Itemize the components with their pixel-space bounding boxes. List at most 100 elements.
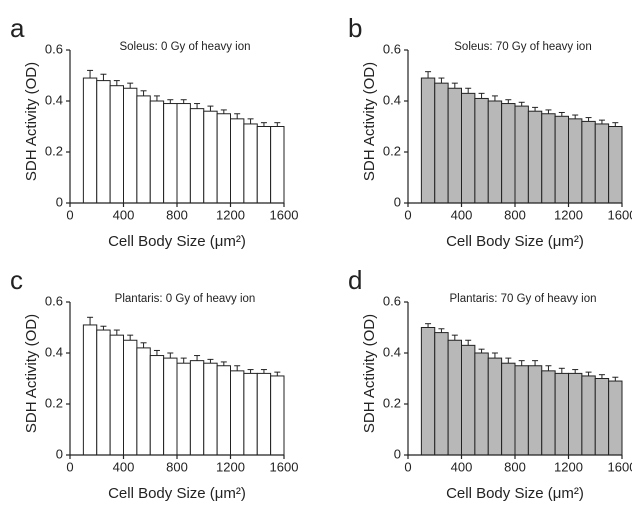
bar	[109, 85, 124, 204]
bar	[123, 87, 138, 204]
y-tick-label: 0.6	[45, 293, 63, 308]
bar	[594, 378, 610, 456]
bar	[420, 77, 436, 204]
x-axis-label: Cell Body Size (μm²)	[446, 485, 584, 502]
y-tick-label: 0.4	[45, 344, 63, 359]
panel-label: d	[348, 265, 362, 295]
x-tick-label: 800	[166, 459, 188, 474]
y-tick-label: 0.4	[383, 344, 401, 359]
panel-label: b	[348, 13, 362, 43]
y-tick-label: 0.6	[45, 41, 63, 56]
bar	[527, 365, 543, 456]
bar	[474, 352, 489, 456]
bar	[594, 123, 610, 204]
x-axis-label: Cell Body Size (μm²)	[108, 485, 246, 502]
x-tick-label: 1200	[216, 207, 245, 222]
x-tick-label: 0	[404, 207, 411, 222]
bar	[487, 357, 503, 456]
bar	[420, 327, 436, 456]
bar	[176, 362, 191, 456]
chart-title: Soleus: 0 Gy of heavy ion	[119, 41, 250, 53]
x-tick-label: 1600	[608, 459, 632, 474]
x-tick-label: 400	[113, 207, 135, 222]
bar	[230, 118, 245, 204]
x-tick-label: 1200	[554, 207, 583, 222]
bar	[461, 92, 476, 204]
y-tick-label: 0	[394, 194, 401, 209]
bar	[96, 329, 111, 456]
y-tick-label: 0.2	[45, 395, 63, 410]
x-axis-label: Cell Body Size (μm²)	[108, 233, 246, 250]
panel-label: c	[10, 265, 23, 295]
x-tick-label: 400	[451, 459, 473, 474]
chart-title: Plantaris: 0 Gy of heavy ion	[115, 293, 256, 305]
bar	[82, 324, 98, 456]
bar	[434, 82, 449, 204]
x-tick-label: 800	[504, 207, 526, 222]
bar	[474, 97, 489, 204]
bar	[581, 375, 596, 456]
y-tick-label: 0.6	[383, 41, 401, 56]
bar	[447, 339, 462, 456]
x-tick-label: 1200	[216, 459, 245, 474]
y-axis-label: SDH Activity (OD)	[361, 62, 378, 181]
bar	[216, 113, 231, 204]
bar	[541, 370, 556, 456]
bar	[501, 362, 516, 456]
y-tick-label: 0.2	[383, 395, 401, 410]
bar	[501, 103, 516, 204]
bar	[109, 334, 124, 456]
bar	[527, 110, 543, 204]
bar	[243, 123, 258, 204]
bar	[176, 103, 191, 204]
y-tick-label: 0	[56, 194, 63, 209]
bar	[203, 362, 218, 456]
x-tick-label: 0	[404, 459, 411, 474]
bar	[136, 95, 151, 204]
x-tick-label: 800	[166, 207, 188, 222]
bar	[487, 100, 503, 204]
chart-title: Plantaris: 70 Gy of heavy ion	[449, 293, 596, 305]
panel-label: a	[10, 13, 25, 43]
bar	[608, 126, 623, 204]
chart-title: Soleus: 70 Gy of heavy ion	[454, 41, 591, 53]
bar	[568, 372, 583, 456]
bar	[96, 80, 111, 204]
bar	[163, 103, 178, 204]
bar	[149, 100, 165, 204]
x-tick-label: 800	[504, 459, 526, 474]
x-tick-label: 0	[66, 207, 73, 222]
bar	[554, 372, 569, 456]
y-tick-label: 0.4	[45, 92, 63, 107]
x-tick-label: 1600	[270, 207, 299, 222]
bar	[514, 105, 529, 204]
bar	[243, 372, 258, 456]
bar	[447, 87, 462, 204]
x-tick-label: 1200	[554, 459, 583, 474]
x-axis-label: Cell Body Size (μm²)	[446, 233, 584, 250]
y-axis-label: SDH Activity (OD)	[23, 314, 40, 433]
x-tick-label: 400	[113, 459, 135, 474]
bar	[256, 126, 272, 204]
bar	[541, 113, 556, 204]
y-tick-label: 0.6	[383, 293, 401, 308]
bar	[163, 357, 178, 456]
bar	[256, 372, 272, 456]
y-tick-label: 0	[56, 446, 63, 461]
bar	[82, 77, 98, 204]
x-tick-label: 1600	[270, 459, 299, 474]
y-tick-label: 0.2	[383, 143, 401, 158]
bar	[568, 118, 583, 204]
bar	[123, 339, 138, 456]
bar	[203, 110, 218, 204]
bar	[136, 347, 151, 456]
y-axis-label: SDH Activity (OD)	[361, 314, 378, 433]
bar	[514, 365, 529, 456]
bar	[189, 108, 205, 204]
bar	[270, 126, 285, 204]
bar	[189, 360, 205, 456]
y-tick-label: 0.4	[383, 92, 401, 107]
y-axis-label: SDH Activity (OD)	[23, 62, 40, 181]
bar	[149, 355, 165, 456]
